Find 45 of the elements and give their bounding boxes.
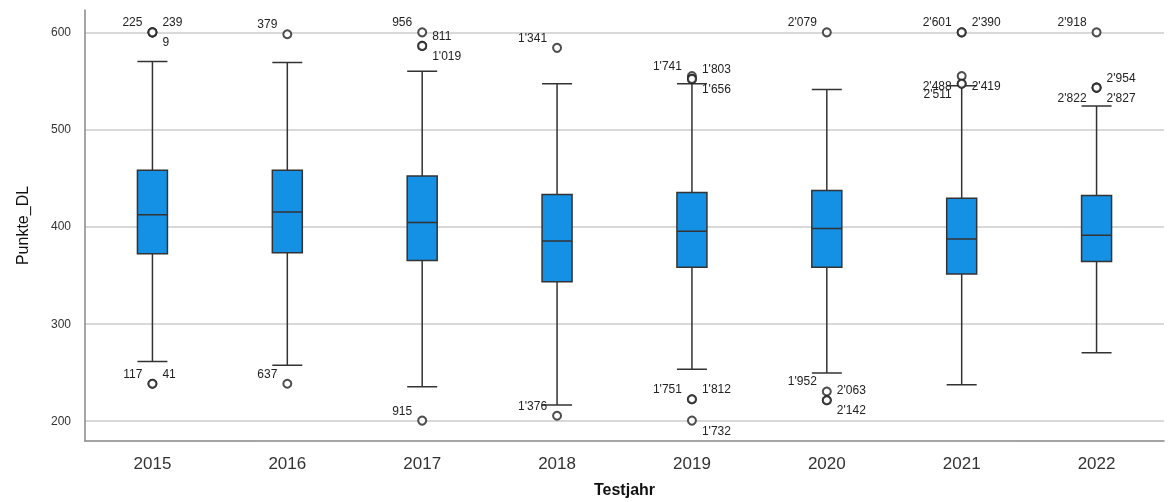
y-tick-label: 600 [50, 25, 72, 40]
y-tick-label: 500 [50, 122, 72, 137]
annotation: 1'376 [518, 398, 548, 413]
x-tick-label: 2017 [403, 454, 442, 473]
x-tick-label: 2018 [538, 454, 576, 473]
annotation: 811 [432, 28, 452, 43]
annotation: 9 [162, 35, 170, 50]
annotation: 956 [392, 15, 413, 30]
x-tick-label: 2021 [942, 454, 981, 473]
y-tick-label: 400 [50, 219, 72, 234]
annotation: 225 [122, 15, 143, 30]
x-tick-label: 2016 [268, 454, 307, 473]
annotation: 1'952 [787, 374, 818, 389]
y-tick-label: 300 [50, 316, 72, 331]
annotation: 2'063 [836, 383, 867, 398]
annotation: 637 [257, 366, 278, 381]
annotation: 1'341 [518, 30, 548, 45]
annotation: 2'390 [971, 15, 1001, 30]
annotation: 2'822 [1057, 90, 1087, 105]
y-tick-label: 200 [50, 413, 72, 428]
annotation: 1'751 [652, 382, 683, 397]
annotation: 1'732 [701, 423, 732, 438]
annotation: 239 [162, 15, 183, 30]
annotation: 41 [162, 366, 177, 381]
annotation: 915 [392, 403, 413, 418]
annotation: 2'079 [787, 15, 818, 30]
x-tick-label: 2020 [807, 454, 846, 473]
annotation: 117 [123, 366, 143, 381]
annotation: 2'419 [971, 79, 1001, 94]
annotation: 2'954 [1106, 70, 1136, 85]
x-tick-label: 2015 [133, 454, 172, 473]
x-tick-label: 2022 [1077, 454, 1116, 473]
annotation: 2'918 [1057, 15, 1087, 30]
x-tick-label: 2019 [673, 454, 711, 473]
annotation: 1'803 [701, 61, 732, 76]
annotation: 1'656 [701, 81, 732, 96]
annotation: 1'812 [701, 382, 732, 397]
annotation: 2'827 [1106, 90, 1136, 105]
annotation: 1'741 [652, 59, 683, 74]
annotation: 379 [257, 17, 278, 32]
annotation: 2'601 [922, 15, 952, 30]
y-axis-title: Punkte_DL [13, 185, 32, 266]
annotation: 2'142 [836, 403, 867, 418]
annotation: 1'019 [432, 48, 462, 63]
x-axis-title: Testjahr [593, 480, 656, 498]
